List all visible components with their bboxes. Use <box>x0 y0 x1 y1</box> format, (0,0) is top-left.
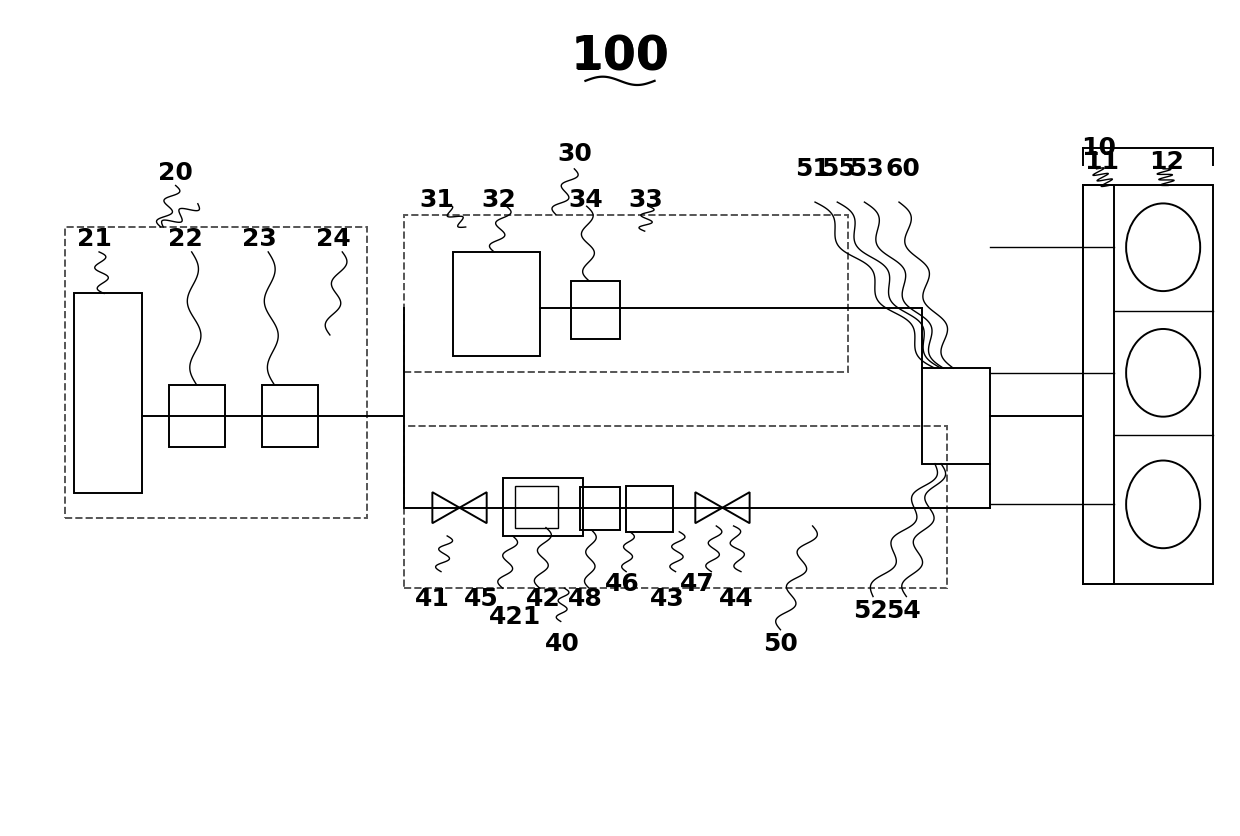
Bar <box>923 368 991 464</box>
Text: 44: 44 <box>719 587 754 611</box>
Text: 52: 52 <box>853 599 888 623</box>
Bar <box>1083 186 1114 584</box>
Bar <box>74 293 143 492</box>
Text: 10: 10 <box>1081 136 1116 161</box>
Bar <box>580 487 620 530</box>
Bar <box>262 385 317 447</box>
Bar <box>626 486 673 532</box>
Text: 11: 11 <box>1084 150 1118 174</box>
Text: 421: 421 <box>489 605 541 630</box>
Text: 51: 51 <box>795 157 830 181</box>
Text: 23: 23 <box>242 227 277 252</box>
Text: 41: 41 <box>415 587 450 611</box>
Text: 45: 45 <box>464 587 500 611</box>
Text: 20: 20 <box>159 161 193 185</box>
Text: 21: 21 <box>77 227 112 252</box>
Bar <box>454 252 539 355</box>
Text: 40: 40 <box>544 632 579 656</box>
Bar <box>515 486 558 528</box>
Text: 47: 47 <box>681 572 715 596</box>
Text: 33: 33 <box>629 188 663 212</box>
Text: 24: 24 <box>316 227 351 252</box>
Text: 30: 30 <box>557 142 591 166</box>
Text: 55: 55 <box>821 157 856 181</box>
Bar <box>404 215 848 372</box>
Text: 46: 46 <box>605 572 640 596</box>
Text: 42: 42 <box>526 587 560 611</box>
Bar <box>404 426 947 589</box>
Text: 31: 31 <box>420 188 455 212</box>
Text: 100: 100 <box>570 33 670 79</box>
Text: 100: 100 <box>570 34 670 79</box>
Text: 12: 12 <box>1149 150 1184 174</box>
Bar <box>570 281 620 339</box>
Text: 48: 48 <box>568 587 603 611</box>
Bar <box>170 385 224 447</box>
Text: 54: 54 <box>887 599 921 623</box>
Text: 32: 32 <box>481 188 516 212</box>
Text: 43: 43 <box>650 587 684 611</box>
Text: 53: 53 <box>849 157 884 181</box>
Text: 22: 22 <box>169 227 203 252</box>
Text: 60: 60 <box>885 157 920 181</box>
Bar <box>502 478 583 536</box>
Text: 34: 34 <box>568 188 603 212</box>
Bar <box>1083 186 1213 584</box>
Text: 50: 50 <box>763 632 797 656</box>
Bar <box>64 227 367 517</box>
